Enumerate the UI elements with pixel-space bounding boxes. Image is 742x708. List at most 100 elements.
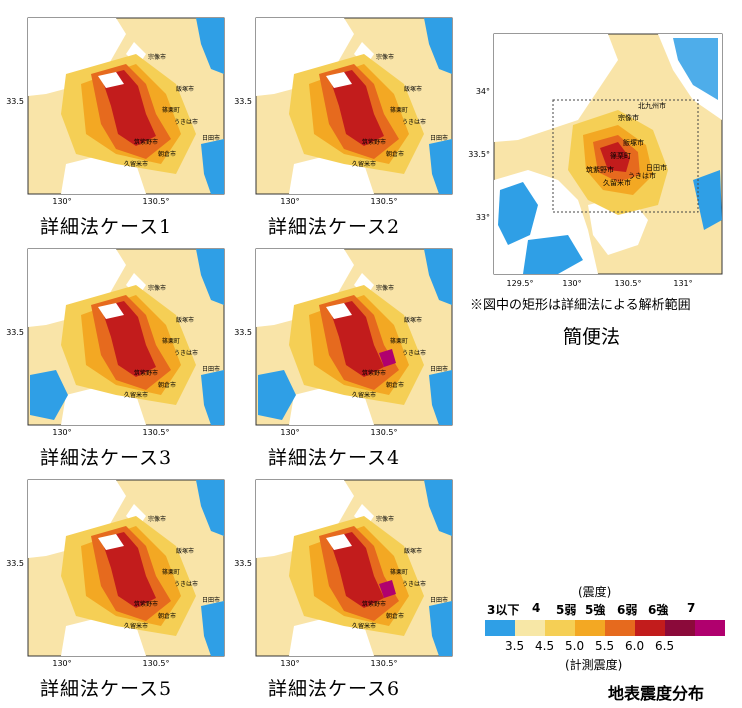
simple-method-map: 34° 33.5° 33° 129.5° 130° 130.5° 131° 北九… <box>468 30 730 292</box>
x-tick-label: 130° <box>52 428 71 437</box>
low-intensity-area <box>429 370 452 425</box>
x-tick-label: 129.5° <box>507 279 534 288</box>
legend-unit-top: (震度) <box>578 585 612 599</box>
city-label: 宗像市 <box>148 284 166 292</box>
city-label: 篠栗町 <box>162 337 180 345</box>
legend-color-swatch <box>515 620 546 636</box>
y-tick-label: 34° <box>476 87 490 96</box>
city-label: 日田市 <box>202 134 220 142</box>
city-label: 朝倉市 <box>386 150 404 158</box>
detailed-map-case-3: 33.5 130° 130.5° 宗像市飯塚市篠栗町うきは市筑紫野市久留米市 朝倉市 日田… <box>6 245 228 437</box>
case-caption: 詳細法ケース5 <box>40 678 173 700</box>
legend-value-label: 6.0 <box>625 639 645 653</box>
city-label: 日田市 <box>430 596 448 604</box>
low-intensity-area <box>201 370 224 425</box>
x-tick-label: 130° <box>280 428 299 437</box>
y-tick-label: 33.5 <box>6 97 24 106</box>
city-label: 飯塚市 <box>176 547 194 555</box>
detailed-map-case-1: 33.5 130° 130.5° 宗像市 飯塚市 篠栗町 うきは市 筑紫野市 久留米市 朝倉市 日田… <box>6 14 228 206</box>
legend-color-swatch <box>575 620 606 636</box>
intensity-6-upper-zone <box>329 301 384 377</box>
y-tick-label: 33° <box>476 213 490 222</box>
city-label: 篠栗町 <box>162 106 180 114</box>
legend-class-label: 6弱 <box>617 603 638 617</box>
city-label: 朝倉市 <box>158 381 176 389</box>
y-tick-label: 33.5° <box>468 150 490 159</box>
detailed-map-case-2: 33.5 130° 130.5° 宗像市 飯塚市 篠栗町 うきは市 筑紫野市 久留米市 朝倉市 日田… <box>234 14 456 206</box>
x-tick-label: 130.5° <box>143 428 170 437</box>
city-label: うきは市 <box>174 349 198 357</box>
low-intensity-area <box>498 182 538 245</box>
figure-title: 地表震度分布 <box>608 684 705 703</box>
x-tick-label: 130° <box>280 659 299 668</box>
low-intensity-area <box>424 18 452 74</box>
low-intensity-area <box>201 601 224 656</box>
sea-area <box>28 18 126 96</box>
x-tick-label: 130.5° <box>615 279 642 288</box>
intensity-6-upper-zone <box>101 70 156 146</box>
analysis-area-rectangle <box>552 99 699 213</box>
sea-area <box>98 534 124 550</box>
city-label: 筑紫野市 <box>362 600 386 608</box>
x-tick-label: 130° <box>52 197 71 206</box>
low-intensity-area <box>201 139 224 194</box>
city-label: 篠栗町 <box>390 568 408 576</box>
y-tick-label: 33.5 <box>6 328 24 337</box>
x-tick-label: 130° <box>562 279 581 288</box>
city-label: 久留米市 <box>124 391 148 399</box>
city-label: 日田市 <box>202 365 220 373</box>
sea-area <box>256 18 354 96</box>
city-label: うきは市 <box>402 580 426 588</box>
x-tick-label: 130.5° <box>143 659 170 668</box>
x-tick-label: 130.5° <box>371 659 398 668</box>
low-intensity-area <box>693 170 722 230</box>
analysis-range-note: ※図中の矩形は詳細法による解析範囲 <box>470 298 691 313</box>
intensity-7-zone <box>379 580 396 598</box>
low-intensity-area <box>30 370 68 420</box>
city-label: 朝倉市 <box>158 150 176 158</box>
legend-color-swatch <box>635 620 666 636</box>
city-label: 日田市 <box>430 134 448 142</box>
city-label: 筑紫野市 <box>134 600 158 608</box>
city-label: 飯塚市 <box>404 316 422 324</box>
city-label: 飯塚市 <box>176 316 194 324</box>
x-tick-label: 131° <box>673 279 692 288</box>
x-tick-label: 130° <box>280 197 299 206</box>
intensity-6-upper-zone <box>101 301 156 377</box>
city-label: うきは市 <box>174 118 198 126</box>
city-label: 朝倉市 <box>386 381 404 389</box>
intensity-6-upper-zone <box>329 532 384 608</box>
y-tick-label: 33.5 <box>234 97 252 106</box>
city-label: 宗像市 <box>376 53 394 61</box>
x-tick-label: 130° <box>52 659 71 668</box>
sea-area <box>326 534 352 550</box>
legend-unit-bottom: (計測震度) <box>565 658 623 672</box>
detailed-map-case-5: 33.5 130° 130.5° 宗像市 飯塚市 篠栗町 うきは市 筑紫野市 久留米市 朝倉市 日田… <box>6 476 228 668</box>
city-label: 朝倉市 <box>158 612 176 620</box>
city-label: 筑紫野市 <box>362 369 386 377</box>
city-label: 宗像市 <box>618 113 639 122</box>
sea-area <box>98 303 124 319</box>
city-label: 篠栗町 <box>390 106 408 114</box>
sea-area <box>494 34 618 142</box>
intensity-6-upper-zone <box>329 70 384 146</box>
legend-color-swatch <box>665 620 696 636</box>
legend-value-label: 5.0 <box>565 639 585 653</box>
intensity-6-upper-zone <box>600 142 630 172</box>
legend-value-label: 4.5 <box>535 639 555 653</box>
city-label: 筑紫野市 <box>134 369 158 377</box>
case-caption: 詳細法ケース1 <box>40 216 173 238</box>
y-tick-label: 33.5 <box>234 559 252 568</box>
legend-color-swatch <box>485 620 516 636</box>
city-label: 北九州市 <box>638 101 666 110</box>
city-label: 久留米市 <box>124 160 148 168</box>
city-label: 篠栗町 <box>390 337 408 345</box>
legend-class-label: 3以下 <box>487 603 520 617</box>
sea-area <box>28 249 126 327</box>
city-label: 宗像市 <box>376 284 394 292</box>
city-label: 筑紫野市 <box>586 165 614 174</box>
x-tick-label: 130.5° <box>371 428 398 437</box>
